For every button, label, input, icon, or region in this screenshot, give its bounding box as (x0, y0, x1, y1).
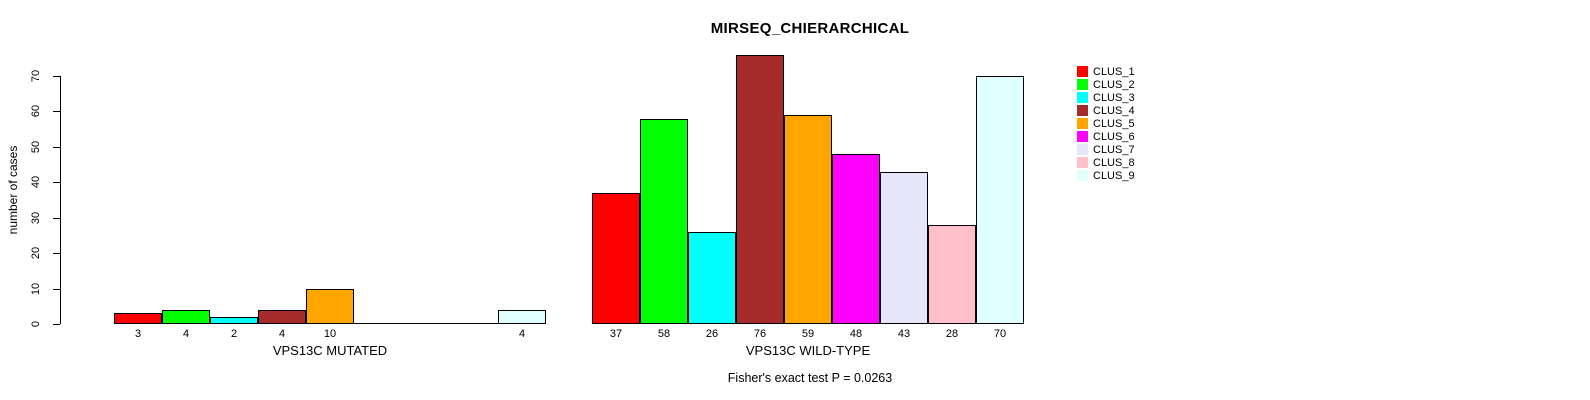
y-tick (53, 76, 60, 77)
bar-value-label: 43 (897, 328, 911, 340)
bar[interactable] (928, 225, 976, 324)
bar-value-label: 4 (182, 328, 190, 340)
y-axis-label: number of cases (6, 145, 20, 235)
bar-value-label: 37 (609, 328, 623, 340)
legend-label: CLUS_7 (1093, 144, 1135, 156)
bar-value-label: 4 (278, 328, 286, 340)
bar-value-label: 10 (323, 328, 337, 340)
x-axis-group-label: VPS13C MUTATED (272, 343, 388, 358)
legend-swatch-icon (1077, 170, 1088, 181)
bar[interactable] (210, 317, 258, 324)
bar-value-label: 58 (657, 328, 671, 340)
legend-label: CLUS_3 (1093, 92, 1135, 104)
legend-label: CLUS_6 (1093, 131, 1135, 143)
y-tick-label: 30 (30, 211, 42, 224)
bar-value-label: 48 (849, 328, 863, 340)
bar[interactable] (258, 310, 306, 324)
chart-title: MIRSEQ_CHIERARCHICAL (710, 20, 910, 37)
y-tick (53, 146, 60, 148)
bar[interactable] (976, 76, 1024, 324)
legend-swatch-icon (1077, 157, 1088, 168)
y-tick (53, 288, 60, 290)
bar-value-label: 70 (993, 328, 1007, 340)
y-tick-label: 50 (30, 140, 42, 153)
y-tick-label: 20 (30, 247, 42, 260)
y-tick (53, 111, 60, 113)
legend-swatch-icon (1077, 79, 1088, 90)
legend-swatch-icon (1077, 92, 1088, 103)
bar[interactable] (832, 154, 880, 324)
bar[interactable] (592, 193, 640, 324)
legend-swatch-icon (1077, 131, 1088, 142)
legend-label: CLUS_2 (1093, 79, 1135, 91)
y-tick-label: 70 (30, 69, 42, 83)
bar-value-label: 2 (230, 328, 238, 340)
bar-value-label: 76 (753, 328, 767, 340)
bar-value-label: 26 (705, 328, 719, 340)
y-tick-label: 60 (30, 105, 42, 118)
x-axis-group-label: VPS13C WILD-TYPE (745, 343, 871, 358)
fisher-test-footnote: Fisher's exact test P = 0.0263 (727, 371, 893, 385)
y-tick-label: 40 (30, 176, 42, 189)
bar-value-label: 59 (801, 328, 815, 340)
legend-swatch-icon (1077, 66, 1088, 77)
bar-value-label: 3 (134, 328, 142, 340)
legend-label: CLUS_4 (1093, 105, 1135, 117)
legend-swatch-icon (1077, 118, 1088, 129)
y-tick-label: 10 (30, 282, 42, 295)
y-tick (53, 182, 60, 184)
bar[interactable] (498, 310, 546, 324)
bar[interactable] (114, 313, 162, 324)
y-tick-label: 0 (30, 320, 42, 328)
bar-value-label: 4 (518, 328, 526, 340)
bar[interactable] (640, 119, 688, 324)
bar[interactable] (880, 172, 928, 324)
legend-label: CLUS_1 (1093, 66, 1135, 78)
y-tick (53, 217, 60, 219)
bar[interactable] (784, 115, 832, 324)
legend-swatch-icon (1077, 144, 1088, 155)
legend-label: CLUS_9 (1093, 170, 1135, 182)
bar[interactable] (736, 55, 784, 324)
legend-swatch-icon (1077, 105, 1088, 116)
bar[interactable] (688, 232, 736, 324)
bar[interactable] (306, 289, 354, 324)
legend-label: CLUS_8 (1093, 157, 1135, 169)
y-tick (53, 324, 60, 325)
legend-label: CLUS_5 (1093, 118, 1135, 130)
y-axis-line (60, 76, 61, 324)
bar-value-label: 28 (945, 328, 959, 340)
bar[interactable] (162, 310, 210, 324)
y-tick (53, 253, 60, 255)
